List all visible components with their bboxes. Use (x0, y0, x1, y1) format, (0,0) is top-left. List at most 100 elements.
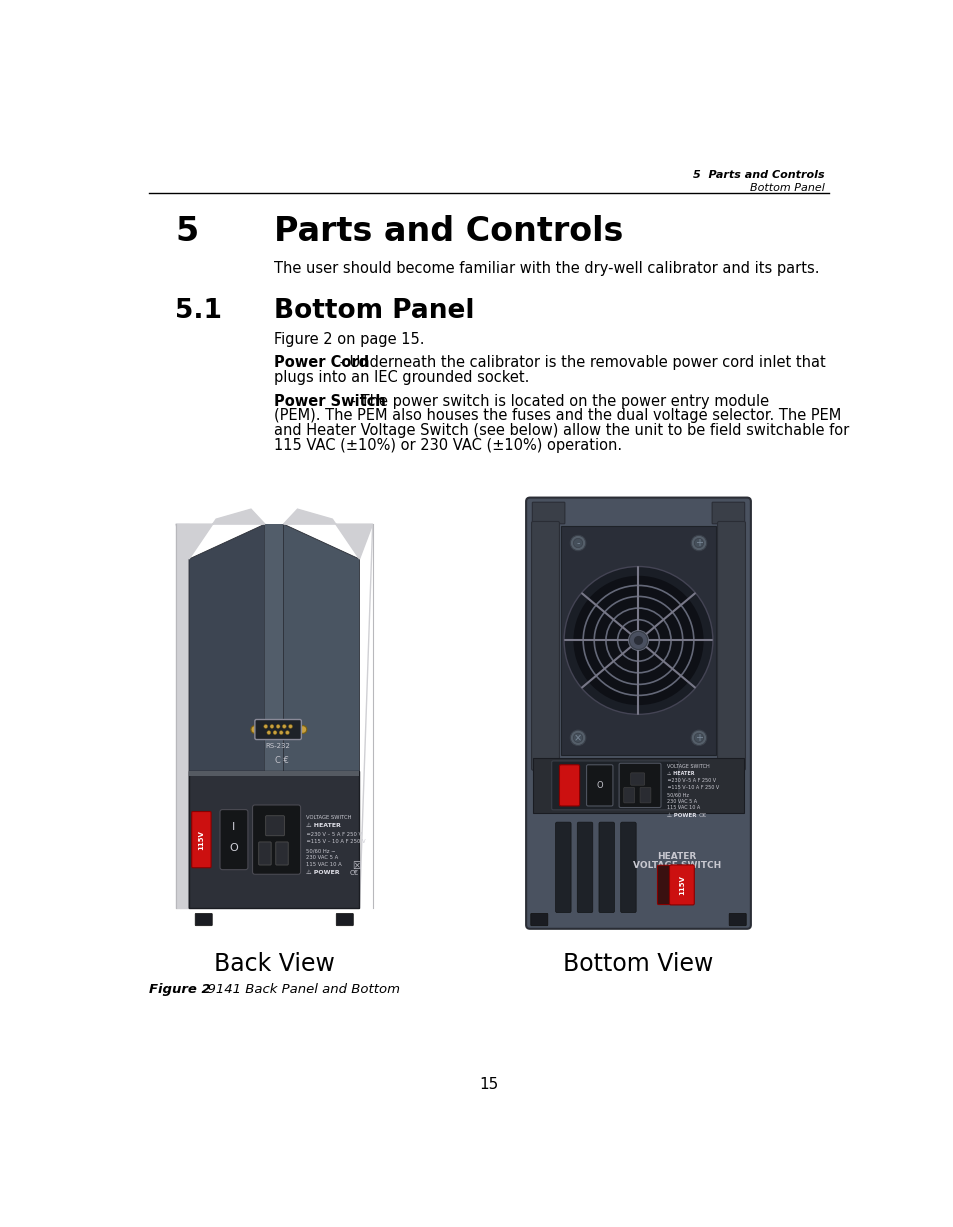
Text: 15: 15 (478, 1077, 498, 1092)
Polygon shape (283, 509, 373, 560)
Text: 115 VAC 10 A: 115 VAC 10 A (306, 861, 341, 867)
Text: Power Cord: Power Cord (274, 355, 369, 371)
FancyBboxPatch shape (275, 842, 288, 865)
Text: 50/60 Hz: 50/60 Hz (666, 793, 688, 798)
Text: 115 VAC 10 A: 115 VAC 10 A (666, 805, 700, 810)
Text: plugs into an IEC grounded socket.: plugs into an IEC grounded socket. (274, 369, 529, 385)
FancyBboxPatch shape (531, 521, 558, 771)
FancyBboxPatch shape (728, 913, 745, 925)
Text: ═ 230 V–5 A F 250 V: ═ 230 V–5 A F 250 V (666, 778, 716, 783)
Circle shape (276, 724, 280, 729)
Text: Power Switch: Power Switch (274, 394, 386, 409)
Circle shape (563, 567, 712, 714)
Text: ═ 115 V–10 A F 250 V: ═ 115 V–10 A F 250 V (666, 785, 719, 790)
Text: Back View: Back View (213, 952, 335, 975)
Text: 230 VAC 5 A: 230 VAC 5 A (666, 799, 697, 804)
Circle shape (267, 730, 271, 735)
Circle shape (289, 724, 293, 729)
FancyBboxPatch shape (623, 788, 634, 802)
Text: 5: 5 (174, 215, 198, 248)
Circle shape (298, 725, 307, 734)
Text: -: - (576, 537, 579, 548)
Text: 5  Parts and Controls: 5 Parts and Controls (692, 171, 823, 180)
FancyBboxPatch shape (533, 758, 743, 814)
Polygon shape (175, 509, 265, 560)
Text: Figure 2: Figure 2 (149, 983, 211, 995)
FancyBboxPatch shape (530, 913, 547, 925)
Circle shape (691, 535, 706, 551)
Text: (PEM). The PEM also houses the fuses and the dual voltage selector. The PEM: (PEM). The PEM also houses the fuses and… (274, 409, 841, 423)
FancyBboxPatch shape (192, 811, 211, 867)
FancyBboxPatch shape (669, 865, 694, 906)
Polygon shape (189, 524, 265, 908)
Text: 50/60 Hz ∼: 50/60 Hz ∼ (306, 848, 335, 853)
Text: and Heater Voltage Switch (see below) allow the unit to be field switchable for: and Heater Voltage Switch (see below) al… (274, 423, 848, 438)
Text: - Underneath the calibrator is the removable power cord inlet that: - Underneath the calibrator is the remov… (335, 355, 824, 371)
Text: ═ 230 V – 5 A F 250 V: ═ 230 V – 5 A F 250 V (306, 832, 362, 837)
Text: Parts and Controls: Parts and Controls (274, 215, 623, 248)
Text: +: + (694, 537, 702, 548)
FancyBboxPatch shape (335, 913, 353, 925)
Bar (189, 771, 359, 775)
Text: 115 VAC (±10%) or 230 VAC (±10%) operation.: 115 VAC (±10%) or 230 VAC (±10%) operati… (274, 438, 621, 453)
Polygon shape (283, 524, 359, 908)
FancyBboxPatch shape (717, 521, 744, 771)
Text: O: O (230, 843, 238, 853)
Circle shape (694, 734, 703, 742)
FancyBboxPatch shape (577, 822, 592, 913)
FancyBboxPatch shape (220, 810, 248, 870)
Circle shape (279, 730, 283, 735)
Circle shape (629, 632, 647, 649)
Text: C€: C€ (698, 814, 706, 818)
FancyBboxPatch shape (618, 763, 660, 807)
Text: VOLTAGE SWITCH: VOLTAGE SWITCH (633, 861, 720, 870)
Text: VOLTAGE SWITCH: VOLTAGE SWITCH (666, 764, 709, 769)
FancyBboxPatch shape (657, 865, 670, 904)
FancyBboxPatch shape (711, 502, 744, 524)
Circle shape (570, 535, 585, 551)
Text: Figure 2 on page 15.: Figure 2 on page 15. (274, 333, 424, 347)
Text: ×: × (574, 733, 581, 742)
FancyBboxPatch shape (195, 913, 212, 925)
Polygon shape (359, 524, 373, 908)
Text: The user should become familiar with the dry-well calibrator and its parts.: The user should become familiar with the… (274, 261, 819, 276)
FancyBboxPatch shape (598, 822, 614, 913)
Polygon shape (175, 524, 189, 908)
Text: RS-232: RS-232 (265, 744, 291, 750)
Circle shape (573, 539, 582, 547)
Circle shape (270, 724, 274, 729)
Circle shape (285, 730, 289, 735)
FancyBboxPatch shape (253, 805, 300, 875)
Text: 5.1: 5.1 (174, 298, 222, 324)
FancyBboxPatch shape (555, 822, 571, 913)
FancyBboxPatch shape (639, 788, 650, 802)
Text: I: I (233, 822, 235, 832)
Text: HEATER: HEATER (657, 852, 696, 861)
Text: ⚠ HEATER: ⚠ HEATER (666, 772, 694, 777)
FancyBboxPatch shape (620, 822, 636, 913)
FancyBboxPatch shape (558, 764, 579, 806)
FancyBboxPatch shape (258, 842, 271, 865)
FancyBboxPatch shape (525, 498, 750, 929)
Circle shape (694, 539, 703, 547)
FancyBboxPatch shape (266, 816, 284, 836)
Text: 9141 Back Panel and Bottom: 9141 Back Panel and Bottom (199, 983, 399, 995)
Text: Bottom View: Bottom View (562, 952, 713, 975)
Circle shape (634, 636, 642, 645)
Circle shape (282, 724, 286, 729)
Circle shape (691, 730, 706, 746)
FancyBboxPatch shape (560, 526, 716, 755)
Text: ☒: ☒ (353, 861, 361, 871)
Circle shape (573, 575, 703, 706)
Text: O: O (596, 780, 602, 790)
Text: 230 VAC 5 A: 230 VAC 5 A (306, 855, 338, 860)
Circle shape (570, 730, 585, 746)
Text: ═ 115 V – 10 A F 250 V: ═ 115 V – 10 A F 250 V (306, 839, 365, 844)
Circle shape (273, 730, 276, 735)
FancyBboxPatch shape (254, 719, 301, 740)
Circle shape (251, 725, 258, 734)
Circle shape (264, 724, 268, 729)
FancyBboxPatch shape (532, 502, 564, 524)
FancyBboxPatch shape (630, 773, 644, 785)
Text: VOLTAGE SWITCH: VOLTAGE SWITCH (306, 815, 351, 820)
